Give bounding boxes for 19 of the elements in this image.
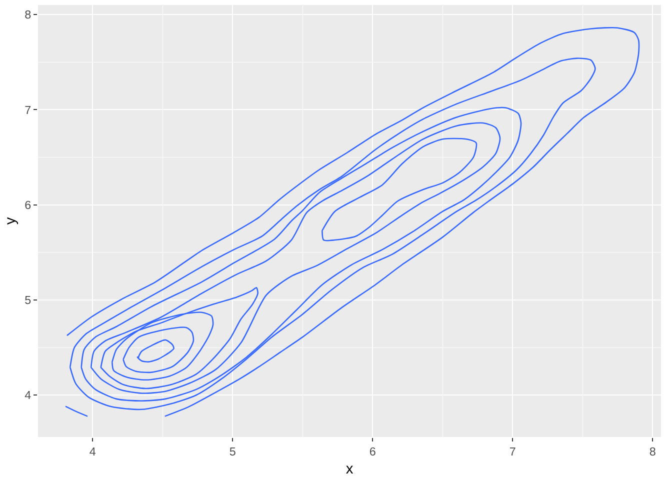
line-series [100, 286, 258, 390]
y-axis-title: y [3, 216, 19, 225]
line-series [112, 312, 214, 381]
x-tick-label: 6 [369, 446, 376, 459]
line-series [66, 27, 640, 417]
x-tick-label: 4 [89, 446, 96, 459]
line-series [136, 339, 174, 362]
x-axis-title: x [346, 461, 354, 478]
y-tick-label: 6 [24, 198, 32, 212]
line-series [122, 326, 194, 374]
x-tick-label: 7 [509, 446, 516, 459]
line-series [70, 58, 596, 410]
line-series [322, 138, 478, 242]
y-tick-label: 5 [24, 294, 32, 308]
y-tick-label: 7 [24, 104, 32, 117]
x-tick-label: 8 [649, 446, 656, 459]
x-tick-label: 5 [229, 446, 236, 459]
y-tick-label: 8 [24, 8, 32, 22]
y-tick-label: 4 [24, 389, 32, 402]
